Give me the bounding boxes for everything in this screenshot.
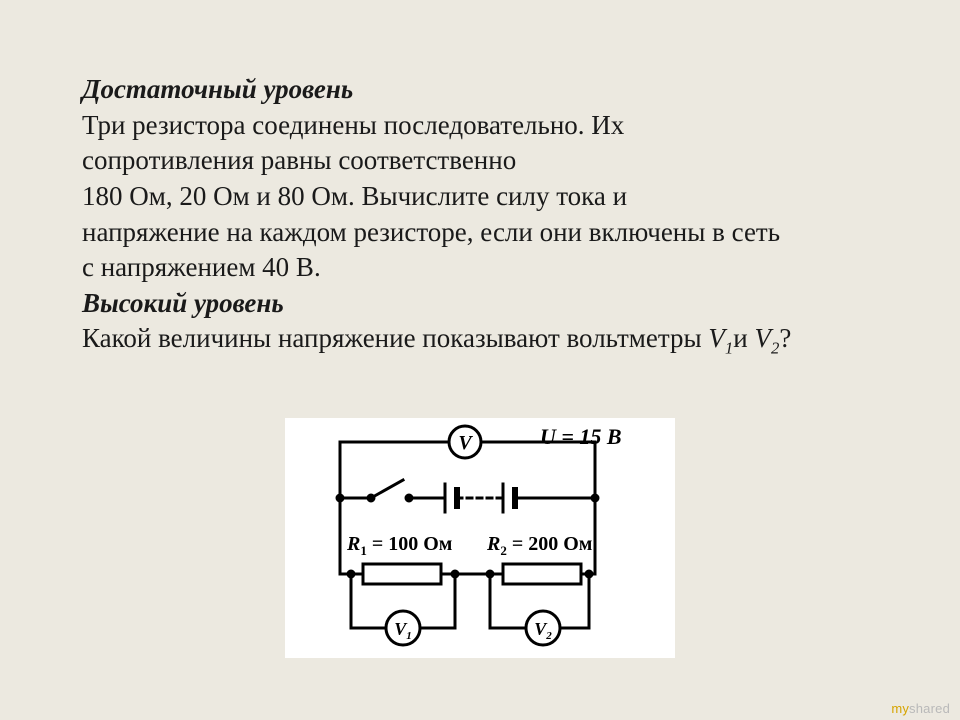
line-4: напряжение на каждом резисторе, если они… bbox=[82, 217, 780, 247]
watermark-my: my bbox=[891, 701, 909, 716]
level2-heading: Высокий уровень bbox=[82, 288, 284, 318]
r2-label: R2 = 200 Ом bbox=[486, 533, 592, 558]
line-3: 180 Ом, 20 Ом и 80 Ом. Вычислите силу то… bbox=[82, 181, 627, 211]
circuit-diagram: U = 15 В V R1 = 100 Ом R2 = 200 Ом V1 V2 bbox=[285, 418, 675, 658]
meter-v1: V1 bbox=[394, 619, 412, 642]
watermark-shared: shared bbox=[909, 701, 950, 716]
v2-symbol: V bbox=[754, 323, 771, 353]
meter-v2: V2 bbox=[534, 619, 552, 642]
line-2: сопротивления равны соответственно bbox=[82, 145, 516, 175]
question-prefix: Какой величины напряжение показывают вол… bbox=[82, 323, 708, 353]
level1-heading: Достаточный уровень bbox=[82, 74, 353, 104]
line-5: с напряжением 40 В. bbox=[82, 252, 321, 282]
problem-text: Достаточный уровень Три резистора соедин… bbox=[82, 72, 882, 360]
u-label: U = 15 В bbox=[540, 424, 622, 449]
meter-v-top: V bbox=[458, 432, 473, 454]
v1-sub: 1 bbox=[725, 339, 733, 358]
question-suffix: ? bbox=[779, 323, 791, 353]
question-mid: и bbox=[733, 323, 754, 353]
v1-symbol: V bbox=[708, 323, 725, 353]
line-1: Три резистора соединены последовательно.… bbox=[82, 110, 624, 140]
watermark: myshared bbox=[891, 701, 950, 716]
r1-label: R1 = 100 Ом bbox=[346, 533, 452, 558]
